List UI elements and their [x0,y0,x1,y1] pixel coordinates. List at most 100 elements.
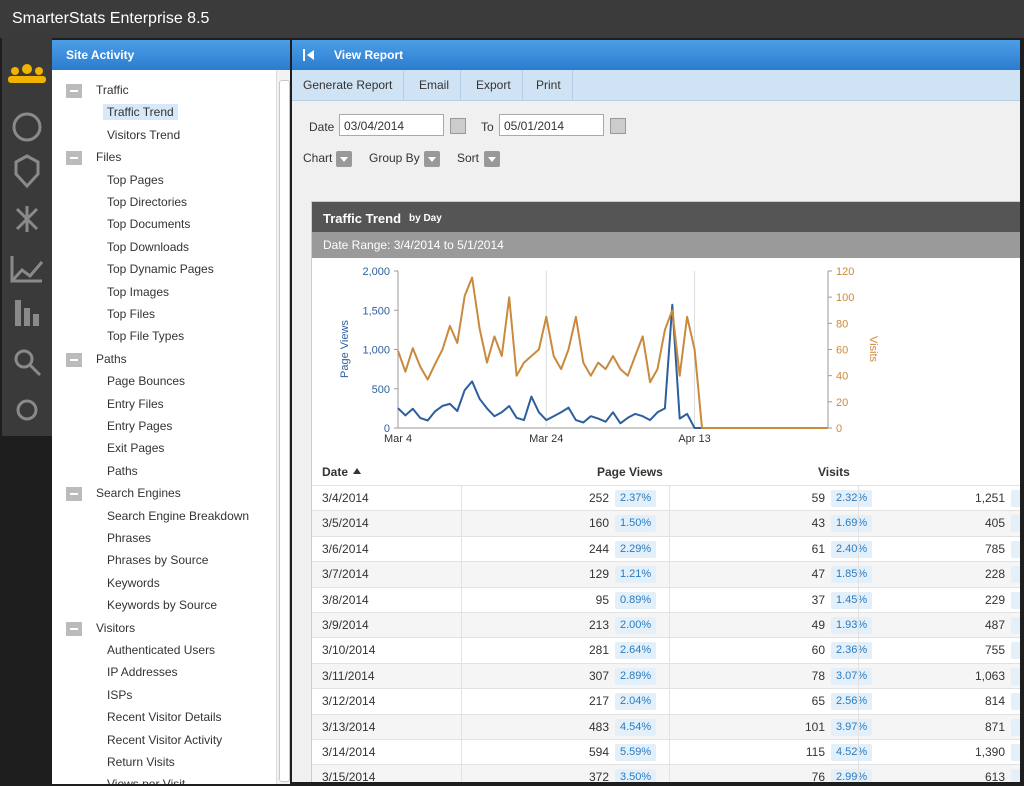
icon-spider[interactable] [15,206,39,232]
icon-search[interactable] [14,349,34,369]
sort-arrow [353,468,361,474]
icon-settings[interactable] [16,399,38,421]
collapse-box[interactable] [66,84,82,98]
x-tick-label: Mar 24 [529,433,563,445]
tree-item[interactable]: Entry Files [107,396,164,411]
tree-item[interactable]: Recent Visitor Activity [107,732,223,747]
column-divider [858,765,859,782]
column-header[interactable]: Visits [818,465,850,479]
dropdown-button[interactable] [336,151,352,167]
tree-item[interactable]: Visitors Trend [107,127,181,142]
tree-item[interactable]: Top Dynamic Pages [107,262,214,277]
tree-item[interactable]: IP Addresses [107,665,178,680]
tree-item[interactable]: Top Documents [107,217,191,232]
report-title: Traffic Trend [323,211,402,226]
tree-section[interactable]: Files [96,150,122,165]
collapse-box[interactable] [66,352,82,367]
column-divider [858,486,859,511]
to-input[interactable]: 05/01/2014 [499,114,604,136]
tree-item[interactable]: ISPs [107,687,133,702]
tree-item[interactable]: Keywords by Source [107,598,218,613]
dropdown-label[interactable]: Chart [303,151,333,165]
collapse-box[interactable] [66,151,82,166]
column-divider [858,613,859,638]
extra-cell: 871 [984,719,1005,734]
sidebar: Site Activity Traffic Traffic Trend Visito… [52,40,290,784]
collapse-icon[interactable] [302,48,316,62]
date-cell: 3/9/2014 [322,618,369,632]
date-range-bar: Date Range: 3/4/2014 to 5/1/2014 [312,232,1020,258]
visits-percent: 2.36% [831,642,873,660]
y2-tick-label: 40 [836,371,848,383]
tree-item[interactable]: Search Engine Breakdown [107,508,250,523]
table-row: 3/9/2014 213 2.00% 49 1.93% 487 [312,612,1020,638]
tree-item[interactable]: Exit Pages [107,441,165,456]
tree-item[interactable]: Authenticated Users [107,643,216,657]
toolbar-button[interactable]: Generate Report [292,70,405,100]
page-views-cell: 95 [595,592,609,607]
tree-item[interactable]: Paths [107,463,138,478]
column-header[interactable]: Date [322,465,349,479]
tree-section[interactable]: Traffic [96,83,129,97]
tree-item[interactable]: Phrases [107,531,152,545]
dropdown-button[interactable] [484,151,500,167]
tree-item[interactable]: Top Pages [107,172,164,187]
tree-item[interactable]: Top File Types [107,329,185,344]
calendar-button[interactable] [610,118,626,134]
visits-cell: 78 [811,668,825,683]
calendar-button[interactable] [450,118,466,134]
column-divider [461,536,462,562]
date-range: Date Range: 3/4/2014 to 5/1/2014 [323,238,504,252]
tree-item[interactable]: Top Directories [107,195,188,209]
extra-cell: 228 [984,567,1005,582]
column-divider [858,562,859,588]
scroll-thumb[interactable] [279,80,290,782]
extra-percent [1011,769,1020,782]
tree-section[interactable]: Search Engines [96,486,181,501]
page-views-percent: 0.89% [615,591,657,609]
icon-globe[interactable] [12,112,42,142]
tree-item[interactable]: Views per Visit [107,777,185,784]
icon-trend[interactable] [10,256,44,283]
tree-section[interactable]: Paths [96,351,127,366]
tree-item[interactable]: Top Files [107,307,156,321]
visits-cell: 101 [804,719,825,734]
tree-item[interactable]: Top Images [107,284,170,299]
y2-tick-label: 0 [836,423,842,435]
table-row: 3/12/2014 217 2.04% 65 2.56% 814 [312,688,1020,715]
tree-item[interactable]: Page Bounces [107,374,186,389]
from-input[interactable]: 03/04/2014 [339,114,444,136]
column-divider [461,486,462,511]
tree-item[interactable]: Keywords [107,575,160,590]
y2-tick-label: 20 [836,397,848,409]
column-divider [669,714,670,740]
tree-item[interactable]: Phrases by Source [107,553,209,568]
dropdown-button[interactable] [424,151,440,167]
column-divider [858,663,859,689]
scrollbar[interactable] [276,70,290,784]
date-cell: 3/15/2014 [322,770,376,782]
toolbar-button[interactable]: Email [408,70,462,100]
tree-section[interactable]: Visitors [96,620,136,635]
tree-item[interactable]: Return Visits [107,755,175,769]
tree-item[interactable]: Entry Pages [107,419,173,433]
page-views-percent: 1.21% [615,566,657,584]
column-header[interactable]: Page Views [597,465,663,479]
tree-item[interactable]: Traffic Trend [103,104,178,121]
collapse-box[interactable] [66,487,82,502]
dropdown-label[interactable]: Sort [457,151,480,165]
visits-percent: 1.93% [831,617,873,634]
tree-item[interactable]: Recent Visitor Details [107,710,222,725]
column-divider [858,587,859,613]
table-row: 3/7/2014 129 1.21% 47 1.85% 228 [312,561,1020,588]
tree-item[interactable]: Top Downloads [107,239,190,254]
collapse-box[interactable] [66,621,82,636]
icon-users[interactable] [8,64,46,83]
dropdown-label[interactable]: Group By [369,151,420,165]
toolbar-button[interactable]: Export [465,70,523,100]
column-divider [858,714,859,740]
icon-reports[interactable] [15,300,39,326]
icon-shield[interactable] [14,154,40,189]
visits-cell: 60 [811,643,825,658]
toolbar-button[interactable]: Print [525,70,573,100]
